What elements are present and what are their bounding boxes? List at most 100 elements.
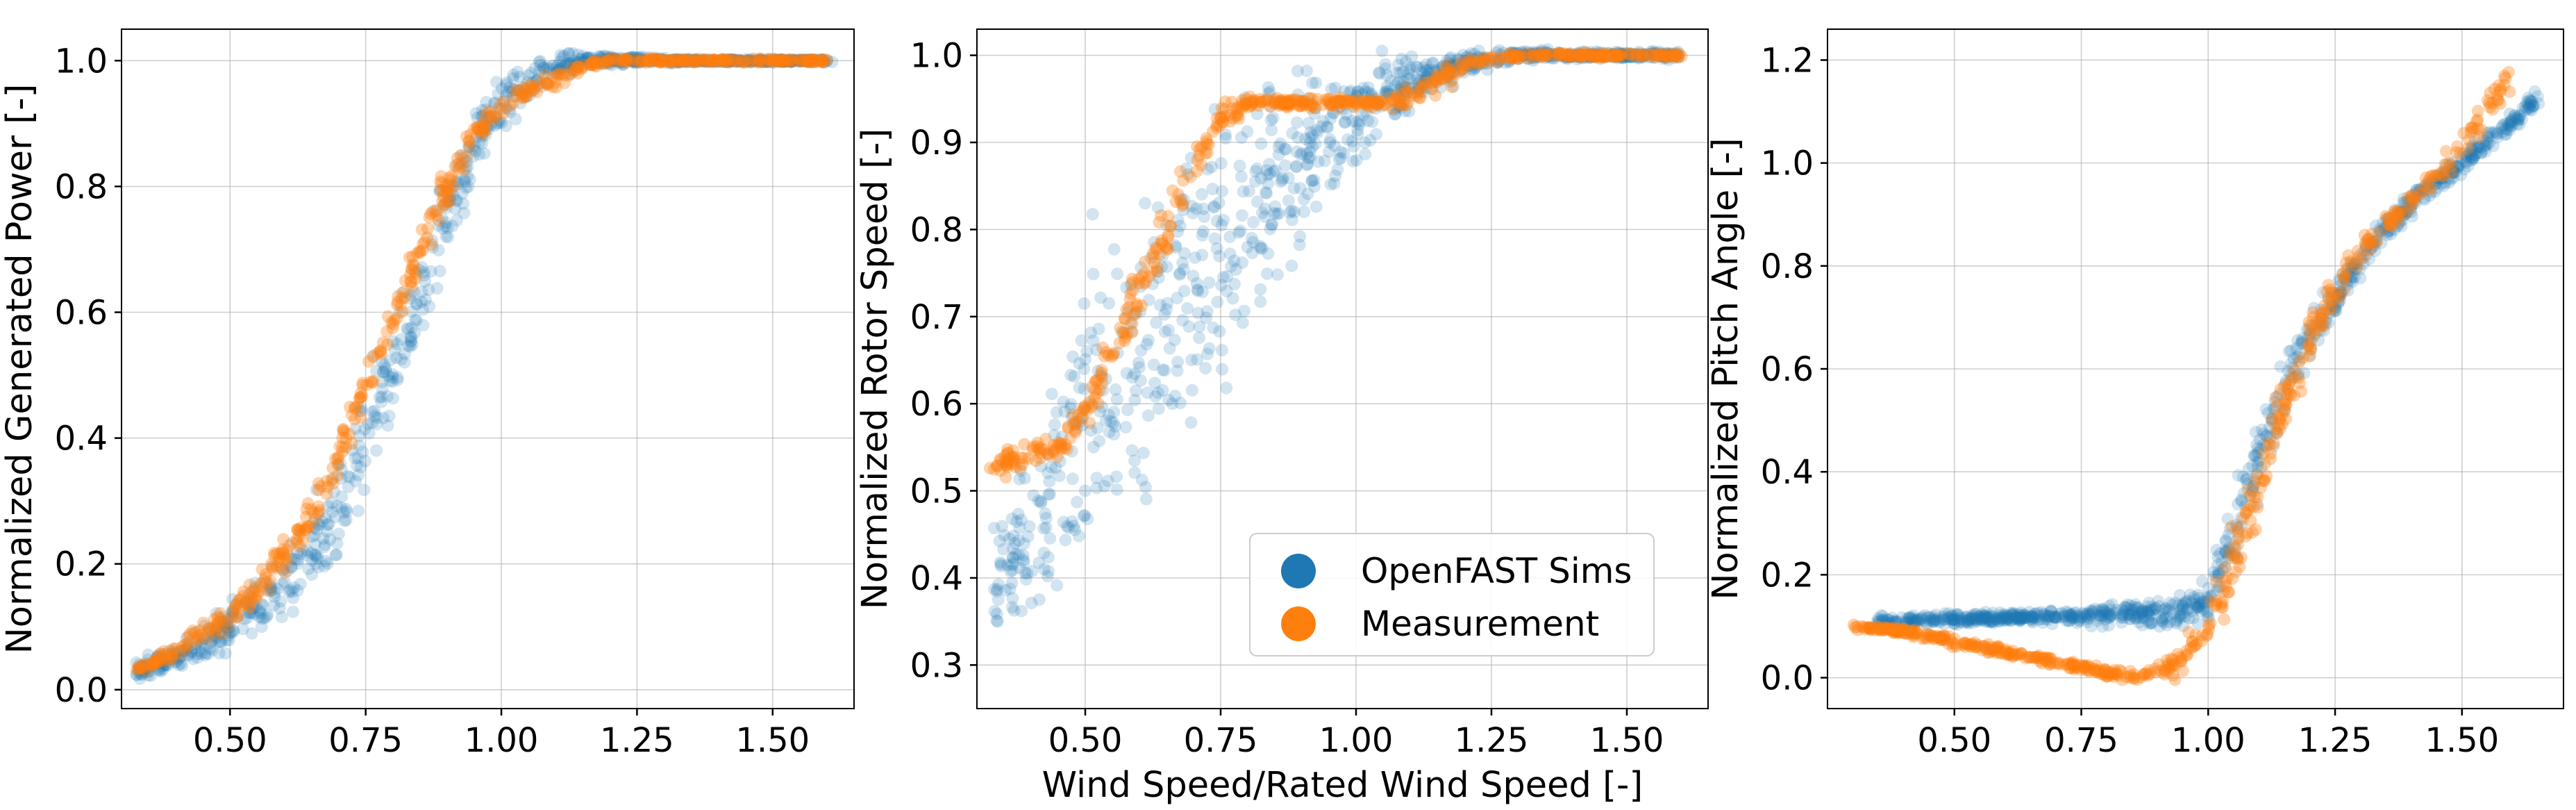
scatter-point <box>1217 213 1230 226</box>
scatter-point <box>1569 49 1582 62</box>
scatter-point <box>1169 239 1182 252</box>
scatter-point <box>2282 378 2295 391</box>
scatter-point <box>2257 427 2270 440</box>
scatter-point <box>1158 308 1171 321</box>
scatter-point <box>263 578 276 591</box>
scatter-point <box>2318 320 2331 332</box>
scatter-point <box>2103 611 2116 624</box>
scatter-point <box>1182 168 1195 181</box>
scatter-point <box>1507 47 1521 60</box>
scatter-point <box>808 54 821 67</box>
scatter-point <box>2266 413 2279 426</box>
scatter-point <box>2031 651 2044 664</box>
scatter-point <box>1456 63 1469 75</box>
scatter-point <box>1575 49 1589 62</box>
scatter-point <box>571 60 585 74</box>
scatter-point <box>2447 166 2460 179</box>
scatter-point <box>717 55 730 68</box>
scatter-point <box>2018 608 2031 621</box>
scatter-point <box>766 54 779 67</box>
scatter-point <box>455 149 469 162</box>
scatter-point <box>205 635 218 648</box>
scatter-point <box>265 584 278 597</box>
scatter-point <box>1262 87 1275 100</box>
scatter-point <box>1069 426 1082 439</box>
scatter-point <box>1364 133 1377 147</box>
scatter-point <box>2251 461 2264 473</box>
scatter-point <box>1085 396 1097 409</box>
scatter-point <box>1073 381 1086 395</box>
scatter-point <box>537 61 551 74</box>
scatter-point <box>671 54 685 67</box>
scatter-point <box>2015 613 2028 626</box>
scatter-point <box>1419 75 1432 88</box>
scatter-point <box>1301 158 1314 171</box>
scatter-point <box>2363 252 2376 265</box>
scatter-point <box>2389 204 2402 217</box>
scatter-point <box>725 53 738 66</box>
scatter-point <box>766 56 779 69</box>
scatter-point <box>2113 663 2126 677</box>
scatter-point <box>1004 565 1017 578</box>
scatter-point <box>457 197 470 210</box>
scatter-point <box>233 594 246 607</box>
scatter-point <box>2008 612 2021 625</box>
scatter-point <box>643 53 656 66</box>
scatter-point <box>478 147 491 160</box>
scatter-point <box>2342 267 2355 281</box>
scatter-point <box>1236 316 1249 329</box>
scatter-point <box>1647 51 1660 64</box>
scatter-point <box>2006 650 2019 663</box>
scatter-point <box>1623 48 1636 61</box>
scatter-point <box>2255 443 2267 456</box>
scatter-point <box>999 455 1012 468</box>
scatter-point <box>1874 622 1887 635</box>
scatter-point <box>1918 631 1931 645</box>
scatter-point <box>2216 556 2228 569</box>
scatter-point <box>1301 187 1314 200</box>
scatter-point <box>1661 47 1674 60</box>
scatter-point <box>609 54 622 67</box>
scatter-point <box>1362 114 1375 127</box>
scatter-point <box>776 54 788 67</box>
scatter-point <box>1089 374 1103 388</box>
scatter-point <box>153 647 167 660</box>
scatter-point <box>1992 612 2005 625</box>
scatter-point <box>1864 623 1877 636</box>
scatter-point <box>1107 347 1121 360</box>
scatter-point <box>1328 94 1341 107</box>
scatter-point <box>2516 101 2529 115</box>
scatter-point <box>628 53 642 66</box>
scatter-point <box>1139 255 1152 268</box>
scatter-point <box>773 53 786 67</box>
scatter-point <box>2396 206 2409 219</box>
scatter-point <box>796 53 809 66</box>
scatter-point <box>2202 595 2216 608</box>
scatter-point <box>777 54 790 67</box>
scatter-point <box>786 55 799 67</box>
scatter-point <box>804 53 817 66</box>
scatter-point <box>2296 352 2309 364</box>
scatter-point <box>476 137 489 150</box>
scatter-point <box>1323 98 1336 111</box>
scatter-point <box>1889 625 1902 638</box>
scatter-point <box>1306 76 1319 90</box>
scatter-point <box>209 623 222 636</box>
scatter-point <box>578 53 591 66</box>
scatter-point <box>391 298 403 311</box>
scatter-point <box>797 53 810 67</box>
scatter-point <box>2184 588 2197 602</box>
scatter-point <box>2141 614 2155 627</box>
scatter-point <box>440 195 453 208</box>
scatter-point <box>1344 94 1357 108</box>
scatter-point <box>2131 673 2144 686</box>
scatter-point <box>1444 51 1457 64</box>
scatter-point <box>1977 609 1991 622</box>
scatter-point <box>1042 488 1055 501</box>
scatter-point <box>785 55 798 68</box>
scatter-point <box>689 56 703 69</box>
scatter-point <box>2045 605 2057 618</box>
scatter-point <box>1177 174 1190 187</box>
scatter-point <box>1466 58 1479 71</box>
scatter-point <box>758 54 771 67</box>
